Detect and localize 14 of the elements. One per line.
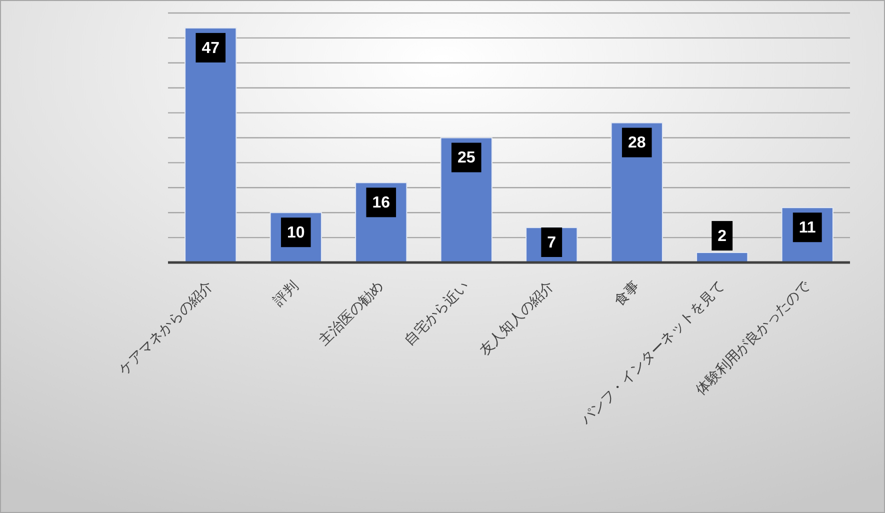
data-label: 10	[286, 224, 305, 242]
data-label: 11	[798, 220, 816, 237]
data-label: 25	[457, 150, 476, 167]
data-label: 47	[202, 40, 220, 57]
data-label: 2	[718, 228, 727, 246]
x-tick-label: 友人知人の紹介	[476, 278, 558, 359]
data-label: 16	[372, 194, 390, 212]
x-tick-label: 主治医の勧め	[316, 278, 387, 349]
x-tick-label: 評判	[270, 278, 302, 310]
x-tick-label: 食事	[612, 278, 643, 310]
data-label: 7	[547, 234, 556, 252]
x-tick-label: 自宅から近い	[401, 278, 472, 349]
data-label: 28	[628, 134, 646, 152]
x-tick-label: ケアマネからの紹介	[116, 278, 216, 378]
